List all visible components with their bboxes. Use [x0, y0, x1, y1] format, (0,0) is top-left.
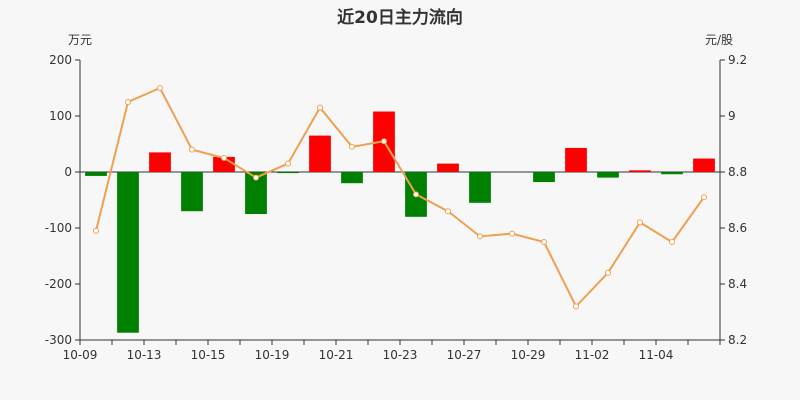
price-point	[669, 239, 675, 245]
price-point	[93, 227, 99, 234]
x-tick-label: 10-29	[511, 348, 546, 362]
flow-bar	[309, 135, 331, 172]
right-tick-label: 8.8	[728, 165, 747, 179]
price-point	[701, 194, 707, 201]
flow-bar	[629, 170, 651, 172]
x-tick-label: 10-27	[447, 348, 482, 362]
left-tick-label: -100	[45, 221, 72, 235]
price-point	[189, 146, 195, 153]
left-tick-label: 200	[49, 53, 72, 67]
price-point	[381, 138, 387, 145]
x-tick-label: 10-19	[255, 348, 290, 362]
price-point	[221, 155, 227, 161]
flow-bar	[277, 172, 299, 174]
flow-bar	[533, 172, 555, 183]
price-point	[477, 233, 483, 240]
flow-bar	[469, 172, 491, 203]
right-tick-label: 9.2	[728, 53, 747, 67]
x-tick-label: 10-15	[191, 348, 226, 362]
price-line	[95, 86, 705, 309]
price-point	[125, 99, 131, 105]
x-tick-label: 10-23	[383, 348, 418, 362]
flow-bar	[693, 158, 715, 172]
flow-bar	[565, 147, 587, 172]
left-axis-unit: 万元	[68, 33, 93, 47]
price-point	[349, 143, 355, 150]
left-tick-label: -300	[45, 333, 72, 347]
flow-bar	[245, 172, 267, 214]
flow-bar	[437, 163, 459, 172]
price-point	[637, 219, 643, 226]
right-tick-label: 8.2	[728, 333, 747, 347]
price-point	[157, 85, 163, 91]
price-point	[413, 191, 419, 198]
right-tick-label: 8.4	[728, 277, 747, 291]
flow-bar	[181, 172, 203, 212]
right-tick-label: 9	[728, 109, 736, 123]
price-point	[285, 160, 291, 167]
x-tick-label: 10-13	[127, 348, 162, 362]
price-point	[509, 230, 515, 237]
price-point	[541, 239, 547, 245]
price-point	[445, 208, 451, 215]
flow-bar	[117, 172, 139, 333]
flow-bar	[85, 172, 107, 176]
x-tick-label: 11-04	[639, 348, 674, 362]
x-tick-label: 11-02	[575, 348, 610, 362]
chart-title: 近20日主力流向	[337, 8, 463, 28]
left-tick-label: 0	[64, 165, 72, 179]
price-point	[317, 104, 323, 111]
flow-bar	[149, 152, 171, 172]
x-tick-label: 10-09	[63, 348, 98, 362]
price-point	[573, 303, 579, 310]
right-tick-label: 8.6	[728, 221, 747, 235]
left-tick-label: 100	[49, 109, 72, 123]
flow-bar	[597, 172, 619, 178]
x-tick-label: 10-21	[319, 348, 354, 362]
right-axis-unit: 元/股	[705, 33, 734, 47]
flow-bar	[341, 172, 363, 184]
price-point	[253, 174, 259, 181]
flow-bar	[661, 172, 683, 175]
left-tick-label: -200	[45, 277, 72, 291]
price-point	[605, 269, 611, 276]
